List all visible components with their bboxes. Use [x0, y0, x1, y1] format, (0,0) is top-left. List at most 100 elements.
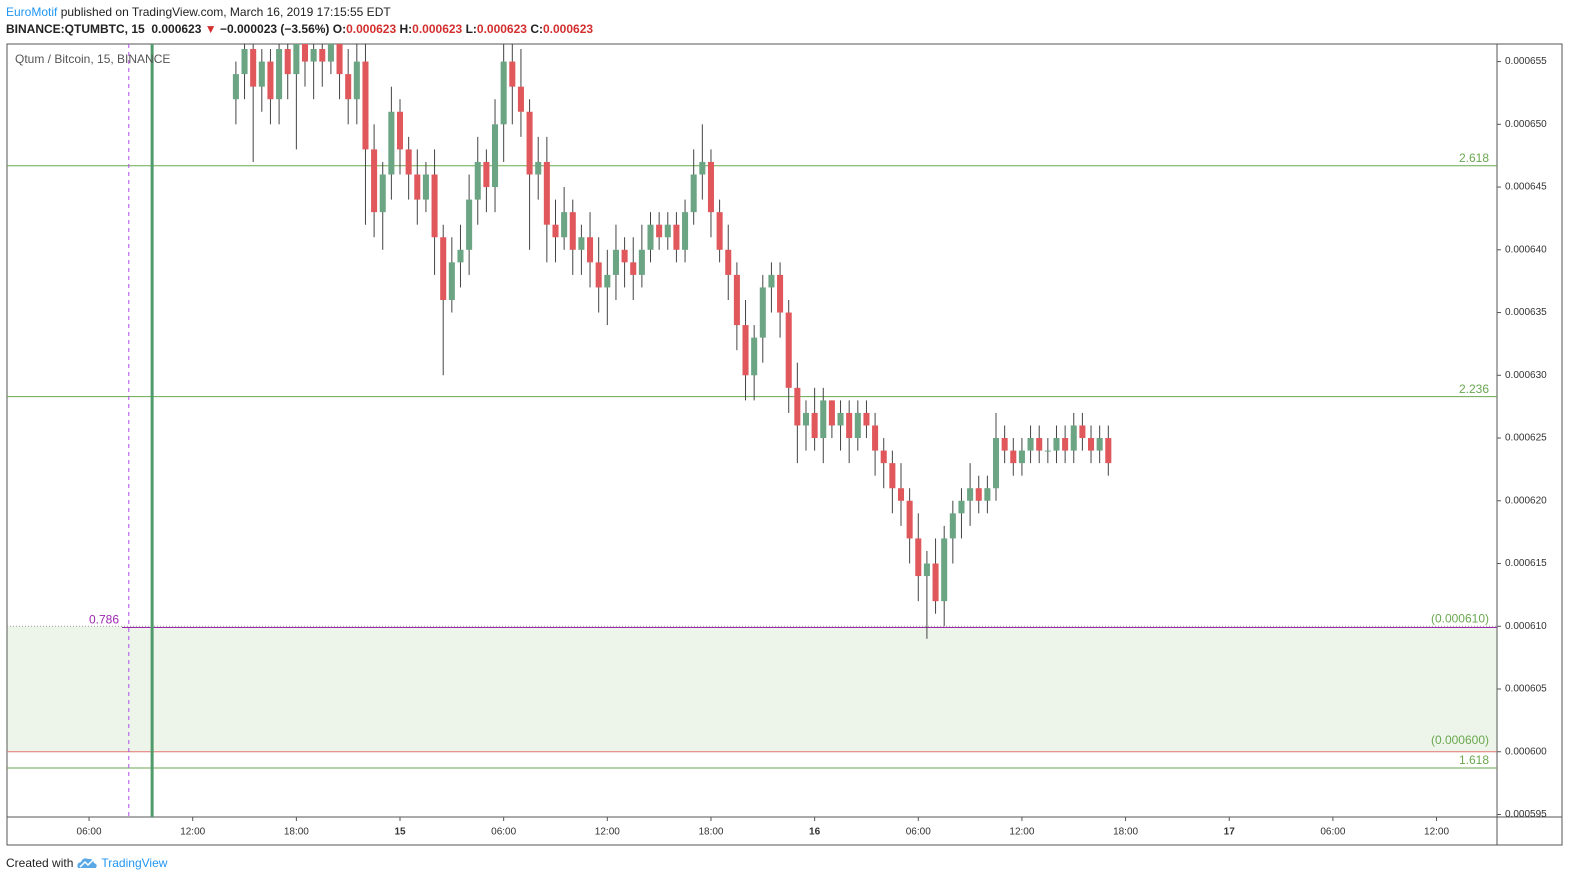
candle-body — [872, 425, 879, 451]
header-line: EuroMotif published on TradingView.com, … — [6, 5, 391, 19]
l-value: 0.000623 — [476, 22, 527, 36]
candle-body — [889, 463, 896, 489]
candle-body — [284, 49, 291, 75]
candle-body — [1010, 450, 1017, 464]
candle-body — [682, 212, 689, 250]
candle-body — [1070, 425, 1077, 451]
candle-body — [267, 61, 274, 100]
x-tick-label: 12:00 — [1424, 827, 1449, 838]
x-tick-label: 18:00 — [1113, 827, 1138, 838]
candle-body — [578, 237, 585, 250]
candle-body — [777, 274, 784, 313]
candle-body — [820, 400, 827, 439]
candle-body — [250, 49, 257, 87]
candle-body — [561, 212, 568, 238]
candle-body — [716, 212, 723, 250]
candle-body — [569, 212, 576, 250]
candle-body — [742, 325, 749, 376]
candle-body — [733, 274, 740, 326]
arrow: ▼ — [204, 22, 217, 36]
published: published on TradingView.com, March 16, … — [60, 5, 391, 19]
x-tick-label: 06:00 — [491, 827, 516, 838]
l-label: L: — [465, 22, 477, 36]
author[interactable]: EuroMotif — [6, 5, 58, 19]
candle-body — [923, 563, 930, 577]
x-tick-label: 12:00 — [180, 827, 205, 838]
candle-body — [448, 262, 455, 300]
o-label: O: — [332, 22, 347, 36]
candle-body — [915, 538, 922, 577]
candle-body — [1027, 438, 1034, 451]
candle-body — [241, 49, 248, 75]
candle-body — [794, 387, 801, 426]
candle-body — [517, 86, 524, 112]
legend: Qtum / Bitcoin, 15, BINANCE — [15, 52, 170, 66]
candle-body — [414, 174, 421, 200]
candle-body — [526, 111, 533, 175]
candle-body — [975, 488, 982, 501]
candle-body — [1018, 450, 1025, 464]
logo[interactable] — [76, 856, 98, 870]
symbol-line: BINANCE:QTUMBTC, 15 0.000623 ▼ −0.000023… — [6, 22, 593, 36]
candle-body — [992, 438, 1000, 489]
candle-body — [751, 337, 758, 376]
candle-body — [492, 124, 499, 188]
fib-level-label: 2.618 — [1459, 151, 1489, 165]
y-tick-label: 0.000600 — [1505, 746, 1547, 757]
candle-body — [949, 513, 956, 539]
candle-body — [1044, 450, 1051, 452]
candle-body — [846, 412, 853, 439]
candle-body — [1053, 438, 1060, 451]
candle-body — [699, 161, 706, 175]
candle-body — [984, 488, 991, 501]
candle-body — [638, 249, 645, 275]
zone-bottom-label: (0.000600) — [1431, 733, 1489, 747]
candle-body — [1001, 438, 1008, 451]
candle-body — [673, 224, 680, 250]
x-tick-label: 12:00 — [1009, 827, 1034, 838]
candle-body — [707, 161, 714, 213]
candle-body — [336, 44, 343, 75]
candle-body — [647, 224, 654, 250]
c-label: C: — [530, 22, 543, 36]
candle-body — [552, 224, 559, 238]
x-tick-label: 18:00 — [284, 827, 309, 838]
y-tick-label: 0.000620 — [1505, 495, 1547, 506]
y-tick-label: 0.000645 — [1505, 182, 1547, 193]
candle-body — [690, 174, 697, 213]
candle-body — [621, 249, 628, 263]
candle-body — [345, 74, 352, 100]
candle-body — [1096, 438, 1103, 451]
y-tick-label: 0.000650 — [1505, 119, 1547, 130]
o-value: 0.000623 — [346, 22, 397, 36]
y-tick-label: 0.000635 — [1505, 307, 1547, 318]
candle-body — [897, 488, 905, 501]
candle-body — [440, 237, 447, 300]
candle-body — [301, 44, 309, 62]
y-tick-label: 0.000610 — [1505, 621, 1547, 632]
candle-body — [353, 61, 360, 100]
candle-body — [1088, 438, 1095, 451]
candle-body — [388, 111, 395, 175]
candle-body — [759, 287, 766, 338]
candle-body — [725, 249, 732, 275]
candle-body — [604, 274, 611, 288]
y-tick-label: 0.000625 — [1505, 433, 1547, 444]
candle-body — [405, 149, 412, 175]
candle-body — [276, 49, 283, 100]
candle-body — [509, 61, 516, 87]
candle-body — [828, 400, 835, 426]
brand[interactable]: TradingView — [101, 856, 168, 870]
symbol: BINANCE:QTUMBTC, 15 — [6, 22, 145, 36]
candle-body — [483, 161, 490, 188]
y-tick-label: 0.000605 — [1505, 684, 1547, 695]
zone — [7, 626, 1497, 752]
fib-level-label: 1.618 — [1459, 753, 1489, 767]
candle-body — [258, 61, 265, 87]
candle-body — [535, 161, 542, 175]
candle-body — [1105, 438, 1112, 464]
x-tick-label: 15 — [394, 827, 406, 838]
x-tick-label: 12:00 — [595, 827, 620, 838]
candle-body — [664, 224, 671, 238]
